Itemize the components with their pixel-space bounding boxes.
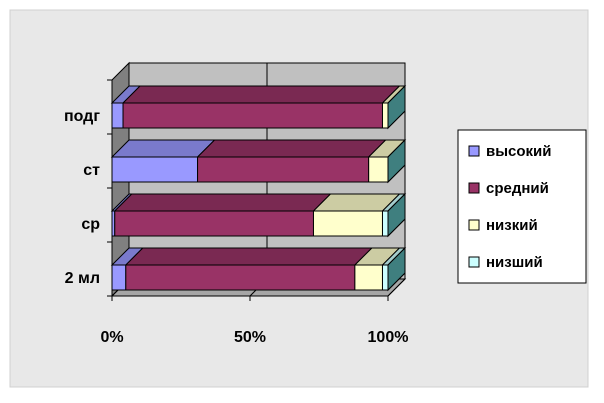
bar-top xyxy=(121,85,401,104)
legend-label: низший xyxy=(486,254,543,271)
bar-end-cap xyxy=(387,246,406,292)
bar-segment xyxy=(312,210,383,237)
bar-segment xyxy=(122,102,383,129)
bar-segment xyxy=(125,264,356,291)
bar-segment xyxy=(381,210,389,237)
legend-label: высокий xyxy=(486,143,552,160)
legend-swatch xyxy=(468,145,480,157)
bar-top xyxy=(110,139,216,158)
legend-label: низкий xyxy=(486,217,538,234)
bar-segment xyxy=(354,264,383,291)
bar-segment xyxy=(197,156,370,183)
bar-top xyxy=(124,247,374,266)
bar-segment xyxy=(111,156,199,183)
bar-end-cap xyxy=(387,192,406,238)
category-label: 2 мл xyxy=(65,270,100,287)
category-label: ср xyxy=(81,216,100,233)
bar-end-cap xyxy=(387,138,406,184)
x-tick-label: 50% xyxy=(234,329,266,346)
bar-top xyxy=(113,193,332,212)
bar-segment xyxy=(111,102,124,129)
x-tick-label: 0% xyxy=(100,329,123,346)
x-tick-label: 100% xyxy=(368,329,409,346)
bar-end-cap xyxy=(387,84,406,130)
legend-swatch xyxy=(468,219,480,231)
bar-top xyxy=(196,139,387,158)
bar-segment xyxy=(368,156,389,183)
bar-segment xyxy=(111,264,127,291)
legend-label: средний xyxy=(486,180,549,197)
bar-segment xyxy=(381,264,389,291)
legend-swatch xyxy=(468,256,480,268)
legend-swatch xyxy=(468,182,480,194)
category-label: ст xyxy=(83,162,100,179)
bar-segment xyxy=(114,210,314,237)
bar-segment xyxy=(381,102,389,129)
gridline-floor xyxy=(387,278,406,297)
category-label: подг xyxy=(64,108,100,125)
